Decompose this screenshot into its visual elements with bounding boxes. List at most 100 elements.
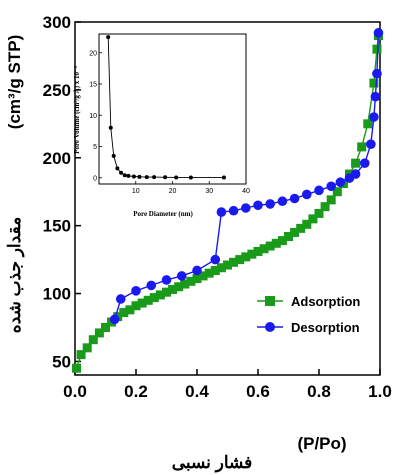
data-point — [223, 260, 232, 270]
data-point — [109, 314, 120, 325]
data-point — [204, 268, 214, 278]
x-tick-label: 1.0 — [368, 382, 392, 401]
inset-y-tick-label: 20 — [89, 50, 97, 57]
data-point — [192, 274, 202, 284]
data-point — [359, 158, 370, 168]
data-point — [265, 199, 276, 209]
inset-series — [106, 35, 226, 180]
data-point — [228, 205, 239, 216]
y-tick-label: 200 — [43, 149, 71, 168]
data-point — [131, 286, 141, 296]
data-point — [351, 158, 361, 168]
y-tick-label: 50 — [52, 352, 71, 371]
data-point — [76, 350, 86, 360]
data-point — [335, 177, 346, 188]
series-desorption — [109, 28, 384, 325]
data-point — [143, 295, 153, 305]
x-tick-label: 0.8 — [307, 382, 331, 401]
x-tick-label: 0.4 — [185, 382, 209, 401]
y-axis-ticks: 50 100 150 200 250 300 — [43, 13, 81, 371]
data-point — [302, 189, 312, 200]
inset-data-point — [144, 175, 149, 180]
legend-desorption-label: Desorption — [291, 320, 360, 335]
x-tick-label: 0.2 — [124, 382, 148, 401]
inset-data-point — [152, 175, 157, 180]
data-point — [137, 298, 147, 308]
legend-adsorption-label: Adsorption — [291, 294, 360, 309]
data-point — [247, 249, 257, 259]
data-point — [284, 232, 293, 242]
inset-data-point — [119, 170, 124, 175]
data-point — [162, 287, 171, 297]
x-tick-label: 0.6 — [246, 382, 270, 401]
x-axis-title-fa: فشار نسبی — [172, 453, 253, 473]
legend: Adsorption Desorption — [257, 294, 360, 335]
data-point — [314, 185, 324, 196]
inset-data-point — [221, 175, 226, 180]
inset-chart: 10 20 30 40 0 5 10 15 20 Pore Diameter (nm) Por… — [73, 33, 250, 218]
inset-x-tick-label: 20 — [169, 188, 177, 195]
inset-y-tick-label: 15 — [89, 82, 97, 89]
data-point — [372, 68, 382, 79]
data-point — [314, 208, 324, 218]
data-point — [373, 28, 384, 38]
inset-data-point — [115, 166, 120, 171]
inset-y-axis-ticks: 0 5 10 15 20 — [89, 50, 102, 182]
data-point — [277, 196, 288, 207]
data-point — [253, 246, 263, 256]
y-tick-label: 150 — [43, 217, 71, 236]
data-point — [229, 257, 239, 267]
data-point — [369, 78, 379, 88]
y-axis-title-fa: مقدار جذب شده — [5, 217, 25, 334]
data-point — [326, 181, 337, 192]
data-point — [198, 271, 208, 281]
data-point — [210, 254, 221, 265]
data-point — [369, 112, 379, 122]
data-point — [146, 280, 157, 291]
inset-data-point — [188, 175, 193, 180]
data-point — [235, 255, 245, 265]
inset-data-point — [137, 174, 142, 179]
data-point — [216, 263, 226, 273]
data-point — [115, 294, 126, 304]
data-point — [180, 279, 190, 289]
data-point — [72, 363, 82, 373]
data-point — [161, 275, 172, 285]
inset-y-tick-label: 0 — [93, 175, 97, 182]
data-point — [296, 223, 306, 233]
data-point — [131, 301, 141, 311]
inset-x-tick-label: 40 — [242, 188, 250, 195]
data-point — [192, 265, 202, 276]
inset-data-point — [122, 173, 127, 178]
x-axis-title: (P/Po) — [297, 434, 346, 453]
y-axis-title: (cm³/g STP) — [5, 35, 24, 129]
inset-y-axis-title: Pore Volume (cm³/g Å) x 10⁻³ — [73, 66, 81, 154]
inset-y-tick-label: 5 — [93, 144, 97, 151]
data-point — [320, 202, 330, 212]
series-adsorption — [72, 31, 383, 373]
inset-data-point — [131, 174, 136, 179]
data-point — [174, 282, 184, 292]
inset-frame — [98, 33, 247, 185]
data-point — [271, 238, 281, 248]
legend-desorption-marker — [265, 322, 275, 332]
data-point — [253, 200, 263, 211]
inset-x-tick-label: 30 — [205, 188, 213, 195]
data-point — [366, 139, 376, 149]
data-point — [88, 335, 98, 345]
inset-data-point — [163, 175, 168, 180]
data-point — [363, 119, 373, 129]
data-point — [241, 203, 251, 213]
inset-y-tick-label: 10 — [89, 113, 97, 120]
inset-data-point — [106, 35, 111, 40]
data-point — [186, 276, 196, 286]
data-point — [277, 236, 287, 246]
y-tick-label: 100 — [43, 285, 71, 304]
legend-adsorption-marker — [265, 296, 275, 306]
data-point — [94, 328, 104, 338]
x-tick-label: 0.0 — [63, 382, 87, 401]
data-point — [326, 195, 336, 205]
data-point — [357, 142, 367, 152]
inset-data-point — [126, 173, 131, 178]
